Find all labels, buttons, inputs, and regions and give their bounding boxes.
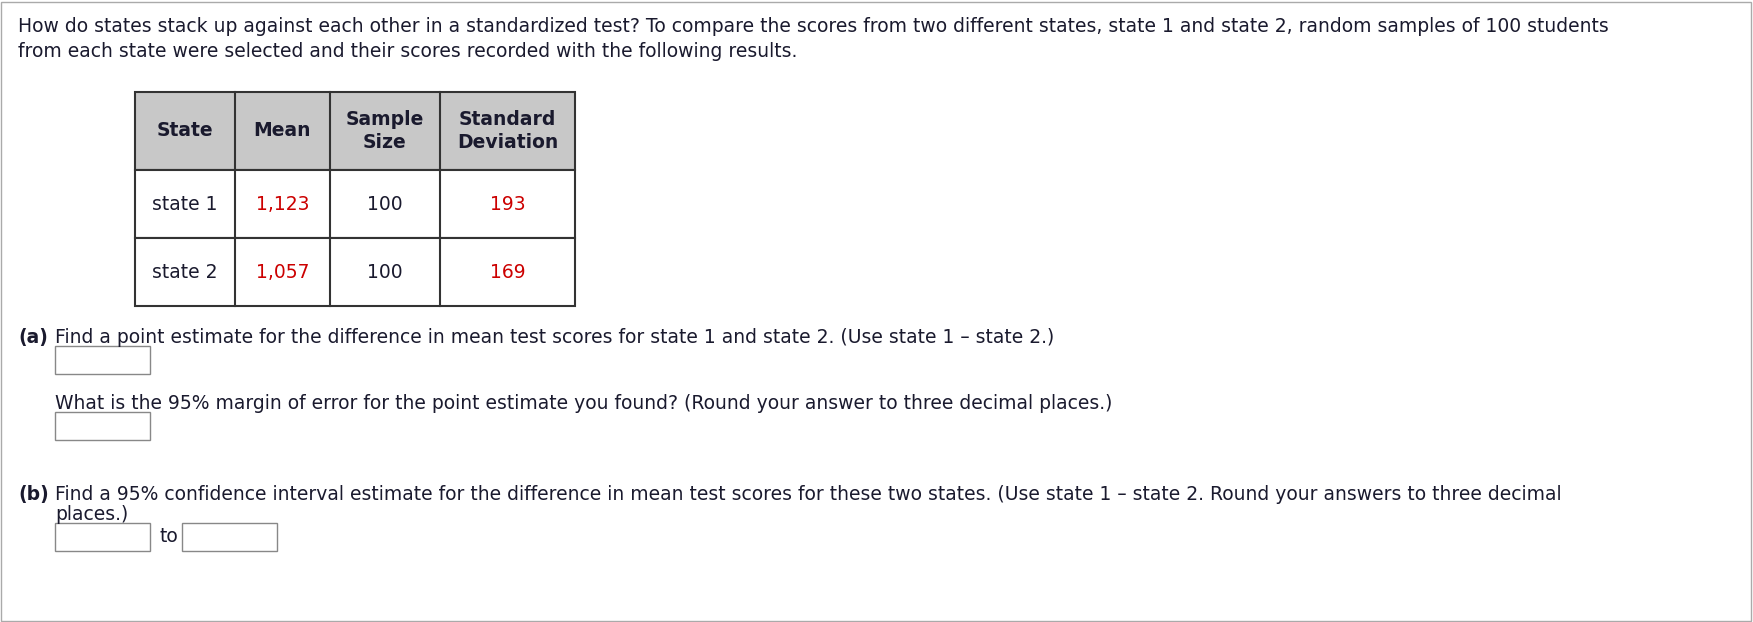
Bar	[135, 92, 575, 170]
Bar	[54, 346, 151, 374]
Text: Find a point estimate for the difference in mean test scores for state 1 and sta: Find a point estimate for the difference…	[54, 328, 1054, 347]
Text: places.): places.)	[54, 505, 128, 524]
Text: Sample
Size: Sample Size	[345, 109, 424, 152]
Text: 100: 100	[366, 262, 403, 282]
Bar	[182, 523, 277, 551]
Text: Find a 95% confidence interval estimate for the difference in mean test scores f: Find a 95% confidence interval estimate …	[54, 485, 1562, 504]
Text: to: to	[160, 527, 179, 547]
Text: 1,057: 1,057	[256, 262, 309, 282]
Text: State: State	[156, 121, 214, 141]
Text: Mean: Mean	[254, 121, 312, 141]
Bar	[54, 412, 151, 440]
Bar	[135, 238, 575, 306]
Text: (b): (b)	[18, 485, 49, 504]
Text: (a): (a)	[18, 328, 47, 347]
Bar	[54, 523, 151, 551]
Text: What is the 95% margin of error for the point estimate you found? (Round your an: What is the 95% margin of error for the …	[54, 394, 1113, 413]
Text: state 1: state 1	[153, 195, 217, 213]
Text: 1,123: 1,123	[256, 195, 309, 213]
Text: How do states stack up against each other in a standardized test? To compare the: How do states stack up against each othe…	[18, 17, 1609, 36]
Text: 169: 169	[489, 262, 526, 282]
Bar	[135, 170, 575, 238]
Text: state 2: state 2	[153, 262, 217, 282]
Text: from each state were selected and their scores recorded with the following resul: from each state were selected and their …	[18, 42, 798, 61]
Text: Standard
Deviation: Standard Deviation	[458, 109, 557, 152]
Text: 100: 100	[366, 195, 403, 213]
Text: 193: 193	[489, 195, 526, 213]
